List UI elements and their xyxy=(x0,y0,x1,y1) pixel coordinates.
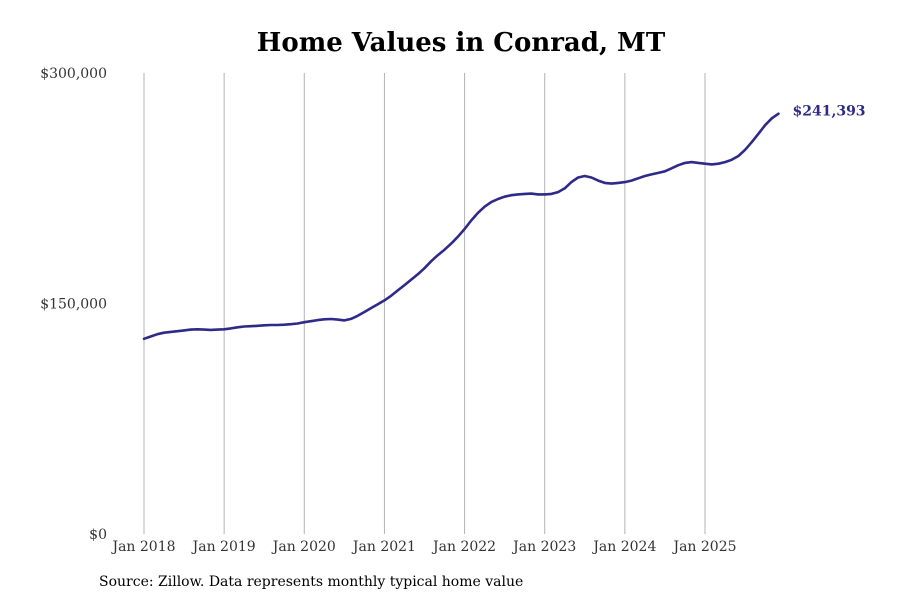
end-label-layer: $241,393 xyxy=(792,104,865,120)
y-axis-ticks: $0 $150,000 $300,000 xyxy=(40,66,107,543)
x-tick-label: Jan 2020 xyxy=(271,539,336,555)
x-tick-label: Jan 2021 xyxy=(351,539,416,555)
x-tick-label: Jan 2022 xyxy=(431,539,496,555)
x-tick-label: Jan 2025 xyxy=(671,539,736,555)
source-note: Source: Zillow. Data represents monthly … xyxy=(99,574,524,590)
y-tick-label: $0 xyxy=(89,527,107,543)
end-value-label: $241,393 xyxy=(792,104,865,120)
series-line xyxy=(142,112,780,341)
y-tick-label: $300,000 xyxy=(40,66,107,82)
x-tick-label: Jan 2023 xyxy=(511,539,576,555)
x-tick-label: Jan 2019 xyxy=(191,539,256,555)
x-tick-label: Jan 2018 xyxy=(110,539,175,555)
x-axis-ticks: Jan 2018 Jan 2019 Jan 2020 Jan 2021 Jan 2022… xyxy=(110,539,736,555)
series-layer xyxy=(142,112,780,341)
x-tick-label: Jan 2024 xyxy=(591,539,656,555)
gridlines xyxy=(143,73,706,534)
y-tick-label: $150,000 xyxy=(40,297,107,313)
chart-title: Home Values in Conrad, MT xyxy=(256,28,666,58)
